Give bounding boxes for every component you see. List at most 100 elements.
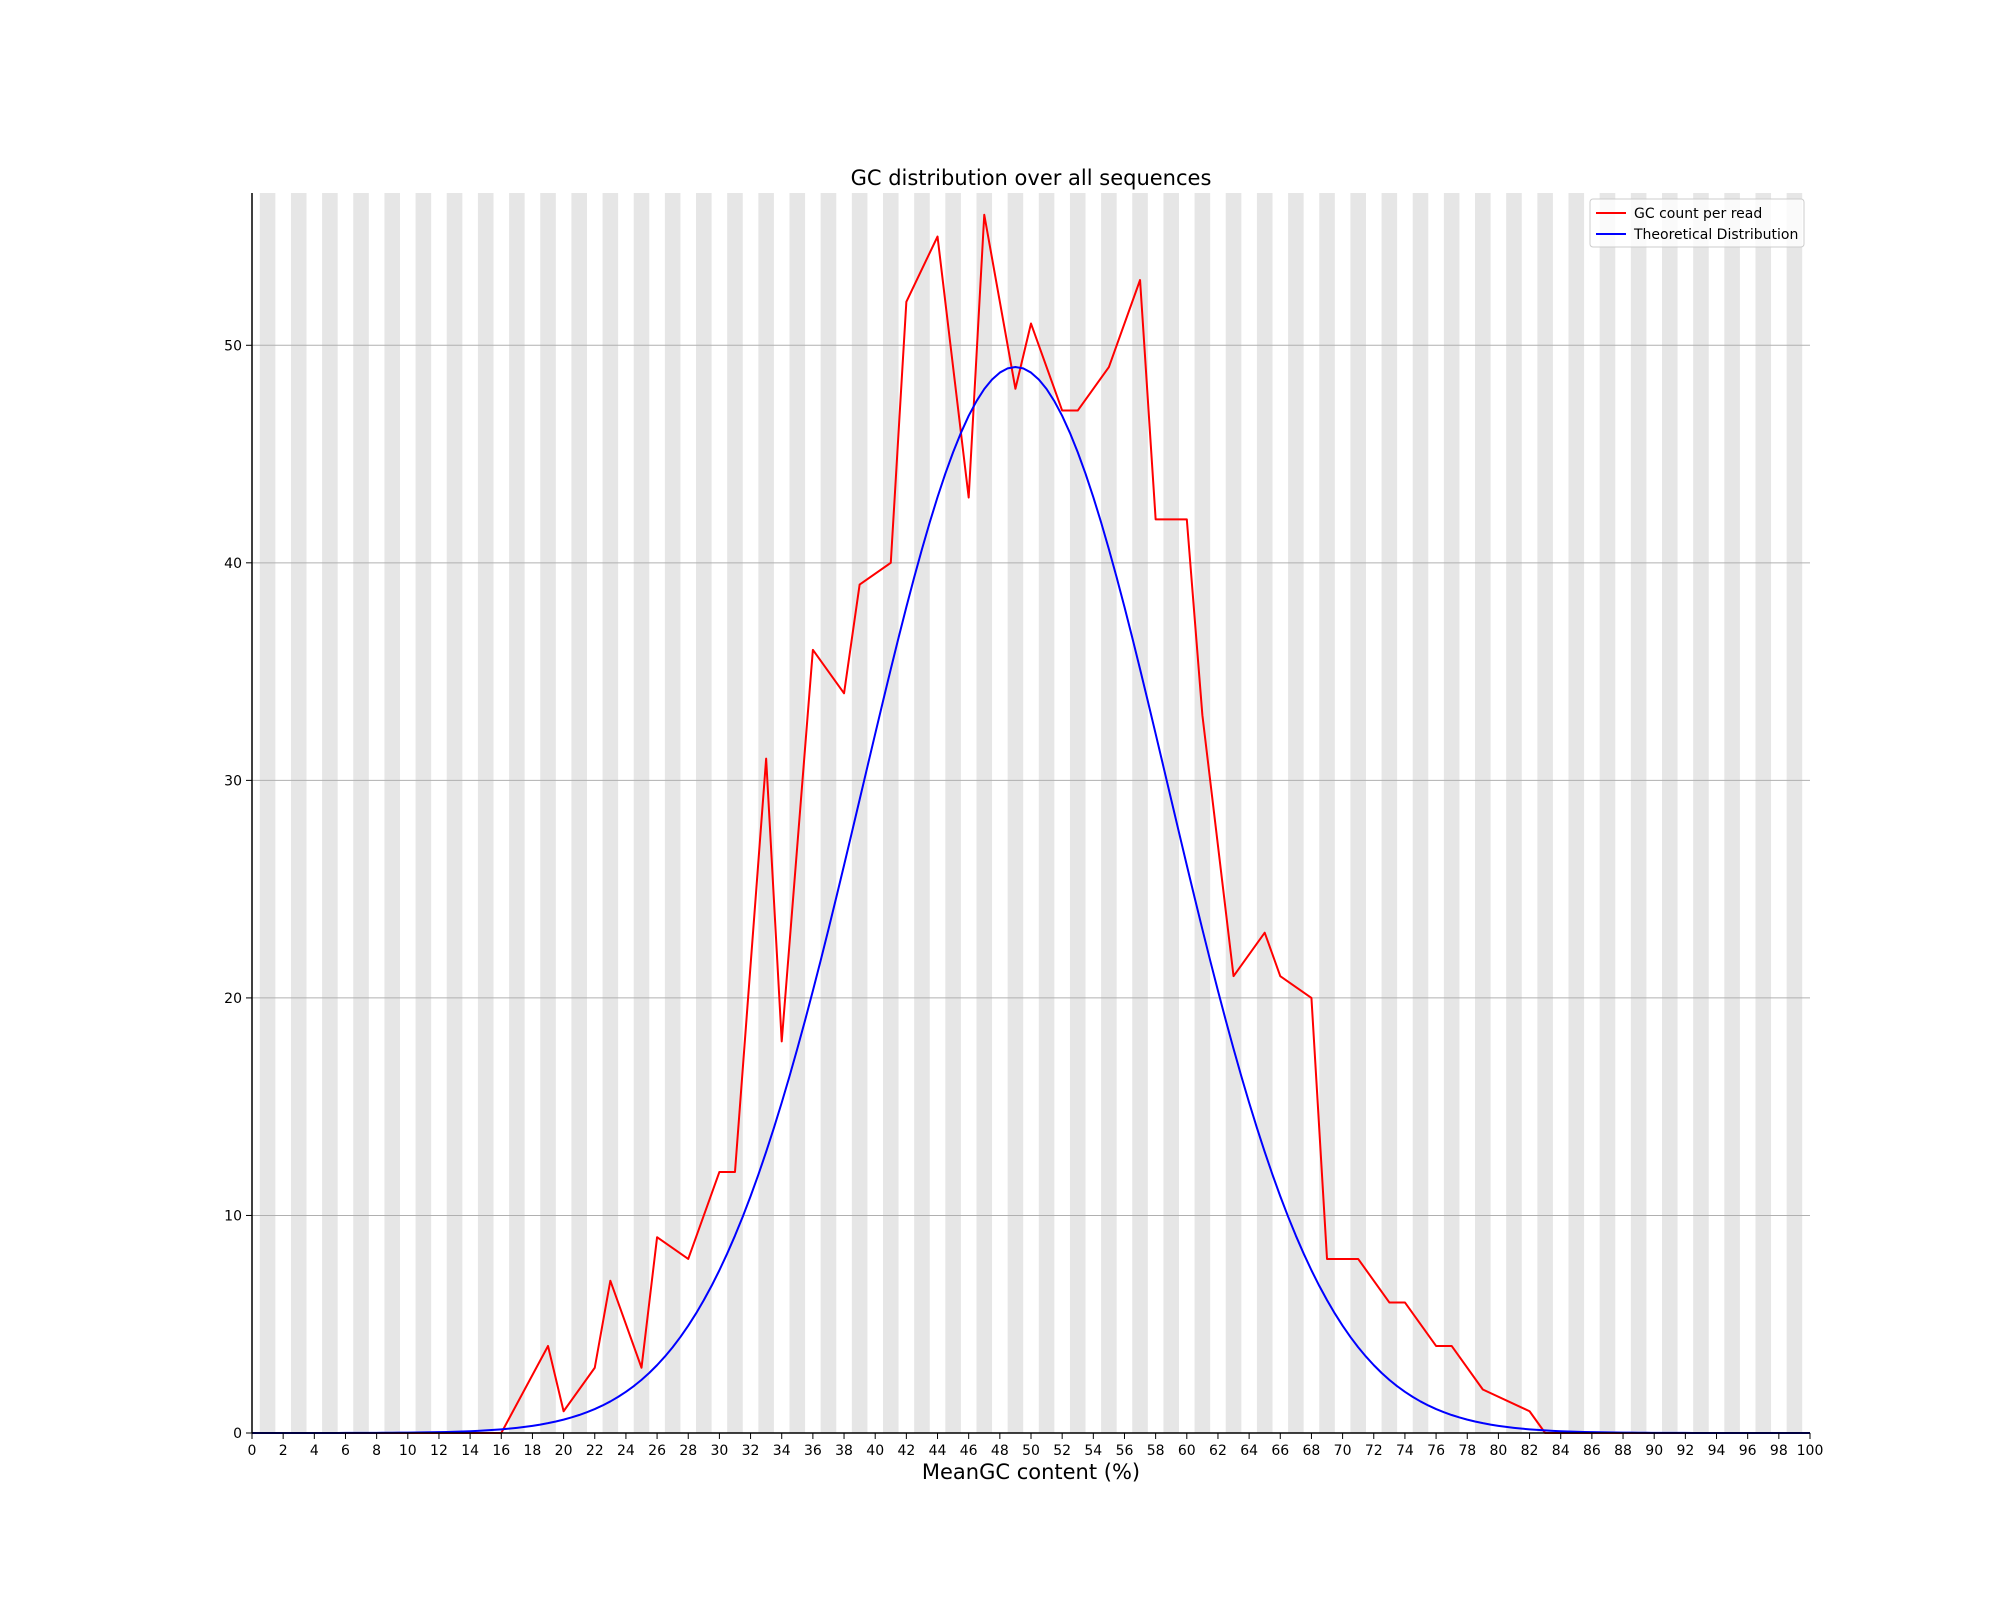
x-tick-label: 6 — [341, 1443, 350, 1459]
background-band — [1506, 193, 1522, 1433]
background-band — [1568, 193, 1585, 1433]
x-tick-label: 84 — [1552, 1443, 1570, 1459]
background-band — [384, 193, 401, 1433]
background-band — [290, 193, 307, 1433]
x-tick-labels: 0 2 4 6 8 10 12 14 16 18 20 22 24 26 28 30 32 34 36 38 40 42 4… — [248, 1433, 1824, 1459]
x-tick-label: 60 — [1178, 1443, 1196, 1459]
background-band — [914, 193, 930, 1433]
background-band — [945, 193, 961, 1433]
background-band — [1475, 193, 1491, 1433]
x-tick-label: 94 — [1708, 1443, 1726, 1459]
x-tick-label: 24 — [617, 1443, 635, 1459]
background-band — [1599, 193, 1616, 1433]
background-band — [758, 193, 774, 1433]
x-tick-label: 28 — [679, 1443, 697, 1459]
x-tick-label: 10 — [399, 1443, 417, 1459]
x-tick-label: 0 — [248, 1443, 257, 1459]
x-tick-label: 46 — [960, 1443, 978, 1459]
x-tick-label: 90 — [1645, 1443, 1663, 1459]
x-tick-label: 78 — [1458, 1443, 1476, 1459]
background-band — [1755, 193, 1772, 1433]
y-tick-labels: 0 10 20 30 40 50 — [224, 338, 252, 1442]
y-tick-label: 10 — [224, 1208, 242, 1224]
x-tick-label: 38 — [835, 1443, 853, 1459]
background-band — [259, 193, 276, 1433]
y-tick-label: 50 — [224, 338, 242, 354]
x-tick-label: 66 — [1271, 1443, 1289, 1459]
x-tick-label: 50 — [1022, 1443, 1040, 1459]
x-tick-label: 64 — [1240, 1443, 1258, 1459]
background-band — [322, 193, 338, 1433]
background-band — [1288, 193, 1304, 1433]
x-tick-label: 98 — [1770, 1443, 1788, 1459]
x-axis-label: MeanGC content (%) — [922, 1460, 1140, 1484]
x-tick-label: 70 — [1334, 1443, 1352, 1459]
x-tick-label: 56 — [1116, 1443, 1134, 1459]
background-band — [1786, 193, 1803, 1433]
background-band — [1412, 193, 1429, 1433]
background-band — [882, 193, 899, 1433]
background-band — [976, 193, 993, 1433]
x-tick-label: 22 — [586, 1443, 604, 1459]
x-tick-label: 2 — [279, 1443, 288, 1459]
background-band — [1443, 193, 1460, 1433]
legend: GC count per read Theoretical Distributio… — [1589, 198, 1805, 248]
x-tick-label: 18 — [524, 1443, 542, 1459]
x-tick-label: 8 — [372, 1443, 381, 1459]
y-tick-label: 40 — [224, 556, 242, 572]
x-tick-label: 14 — [461, 1443, 479, 1459]
background-band — [446, 193, 463, 1433]
x-tick-label: 96 — [1739, 1443, 1757, 1459]
x-tick-label: 68 — [1303, 1443, 1321, 1459]
background-band — [1256, 193, 1273, 1433]
y-tick-label: 0 — [233, 1426, 242, 1442]
background-band — [633, 193, 650, 1433]
background-band — [1724, 193, 1740, 1433]
legend-box — [1589, 198, 1805, 248]
legend-entry: GC count per read — [1634, 206, 1762, 222]
x-tick-label: 72 — [1365, 1443, 1383, 1459]
background-band — [664, 193, 681, 1433]
background-band — [1319, 193, 1335, 1433]
background-band — [1693, 193, 1709, 1433]
x-tick-label: 52 — [1053, 1443, 1071, 1459]
background-band — [1038, 193, 1055, 1433]
background-bands — [259, 193, 1803, 1433]
background-band — [1194, 193, 1211, 1433]
x-tick-label: 44 — [929, 1443, 947, 1459]
x-tick-label: 40 — [866, 1443, 884, 1459]
background-band — [540, 193, 556, 1433]
x-tick-label: 80 — [1489, 1443, 1507, 1459]
x-tick-label: 4 — [310, 1443, 319, 1459]
x-tick-label: 30 — [710, 1443, 728, 1459]
x-tick-label: 82 — [1521, 1443, 1539, 1459]
x-tick-label: 86 — [1583, 1443, 1601, 1459]
background-band — [415, 193, 432, 1433]
background-band — [851, 193, 868, 1433]
x-tick-label: 54 — [1084, 1443, 1102, 1459]
x-tick-label: 34 — [773, 1443, 791, 1459]
legend-entry: Theoretical Distribution — [1633, 227, 1798, 243]
series-line-gc-count — [252, 213, 1810, 1434]
x-tick-label: 16 — [492, 1443, 510, 1459]
background-band — [1132, 193, 1148, 1433]
background-band — [602, 193, 619, 1433]
background-band — [353, 193, 369, 1433]
background-band — [789, 193, 806, 1433]
x-tick-label: 36 — [804, 1443, 822, 1459]
background-band — [477, 193, 494, 1433]
x-tick-label: 48 — [991, 1443, 1009, 1459]
x-tick-label: 32 — [742, 1443, 760, 1459]
x-tick-label: 100 — [1797, 1443, 1824, 1459]
background-band — [696, 193, 712, 1433]
x-tick-label: 92 — [1676, 1443, 1694, 1459]
x-tick-label: 62 — [1209, 1443, 1227, 1459]
background-band — [1350, 193, 1366, 1433]
x-tick-label: 12 — [430, 1443, 448, 1459]
grid-lines — [252, 344, 1810, 1216]
background-band — [1225, 193, 1242, 1433]
series-group — [251, 213, 1810, 1434]
y-tick-label: 20 — [224, 991, 242, 1007]
background-band — [1101, 193, 1117, 1433]
